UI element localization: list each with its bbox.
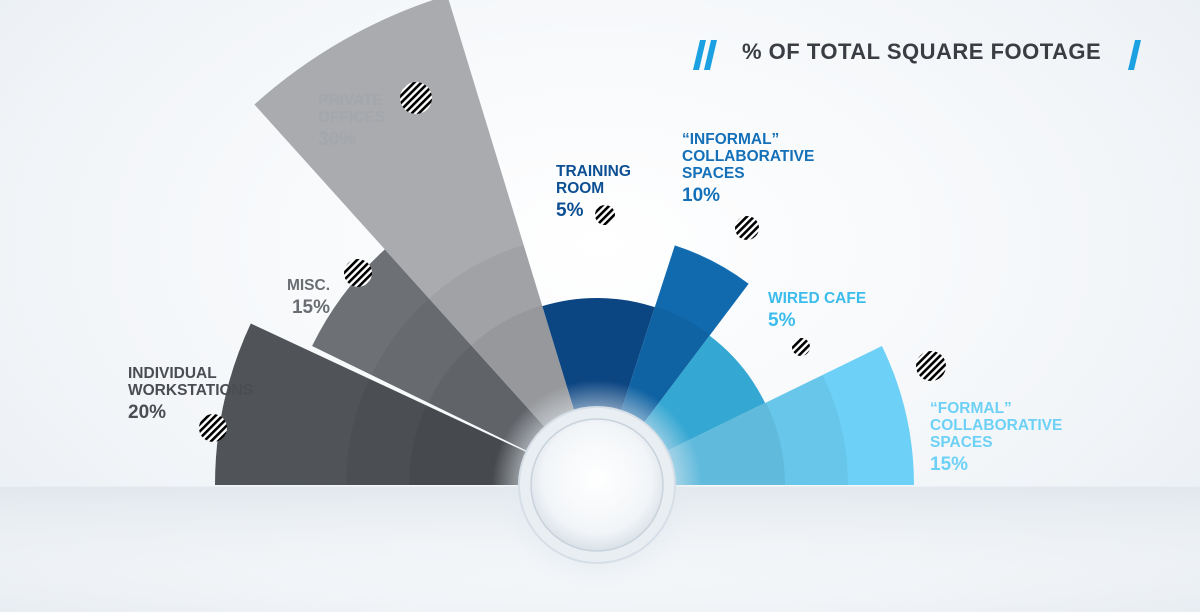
label-training-room-name-line: TRAINING [556,163,631,180]
label-informal-collaborative-spaces-percent: 10% [682,185,720,206]
title-slash-left-icon [693,40,717,70]
label-formal-collaborative-spaces-name-line: COLLABORATIVE [930,417,1062,434]
label-misc-percent: 15% [292,297,330,318]
label-individual-workstations-percent: 20% [128,402,166,423]
label-wired-cafe-percent: 5% [768,310,796,331]
label-wired-cafe-hatch-marker-icon [792,338,810,356]
label-formal-collaborative-spaces-name-line: “FORMAL” [930,400,1012,417]
chart-title-group: % OF TOTAL SQUARE FOOTAGE [693,39,1141,70]
label-training-room-percent: 5% [556,200,584,221]
title-slash-right-icon [1128,40,1141,70]
label-individual-workstations-name-line: INDIVIDUAL [128,365,217,382]
label-misc-hatch-marker-icon [344,259,372,287]
label-private-offices-name-line: OFFICES [318,109,385,126]
hub-disc [530,418,664,552]
label-training-room-name-line: ROOM [556,180,604,197]
label-formal-collaborative-spaces-percent: 15% [930,454,968,475]
chart-title: % OF TOTAL SQUARE FOOTAGE [742,39,1101,64]
label-wired-cafe-name-line: WIRED CAFE [768,290,866,307]
label-formal-collaborative-spaces-name-line: SPACES [930,434,993,451]
label-misc-name-line: MISC. [287,277,330,294]
slice-private-offices [254,0,597,485]
label-informal-collaborative-spaces-name-line: “INFORMAL” [682,131,779,148]
label-informal-collaborative-spaces-hatch-marker-icon [735,216,759,240]
label-private-offices-percent: 30% [318,129,356,150]
label-individual-workstations-hatch-marker-icon [199,414,227,442]
label-private-offices-name-line: PRIVATE [318,92,383,109]
label-private-offices-hatch-marker-icon [400,82,432,114]
label-wired-cafe: WIRED CAFE 5% [768,290,866,356]
label-misc: MISC. 15% [287,259,372,318]
label-training-room-hatch-marker-icon [595,205,615,225]
label-informal-collaborative-spaces-name-line: COLLABORATIVE [682,148,814,165]
chart-hub [492,380,702,590]
label-formal-collaborative-spaces-hatch-marker-icon [916,351,946,381]
label-informal-collaborative-spaces-name-line: SPACES [682,165,745,182]
label-individual-workstations-name-line: WORKSTATIONS [128,382,253,399]
